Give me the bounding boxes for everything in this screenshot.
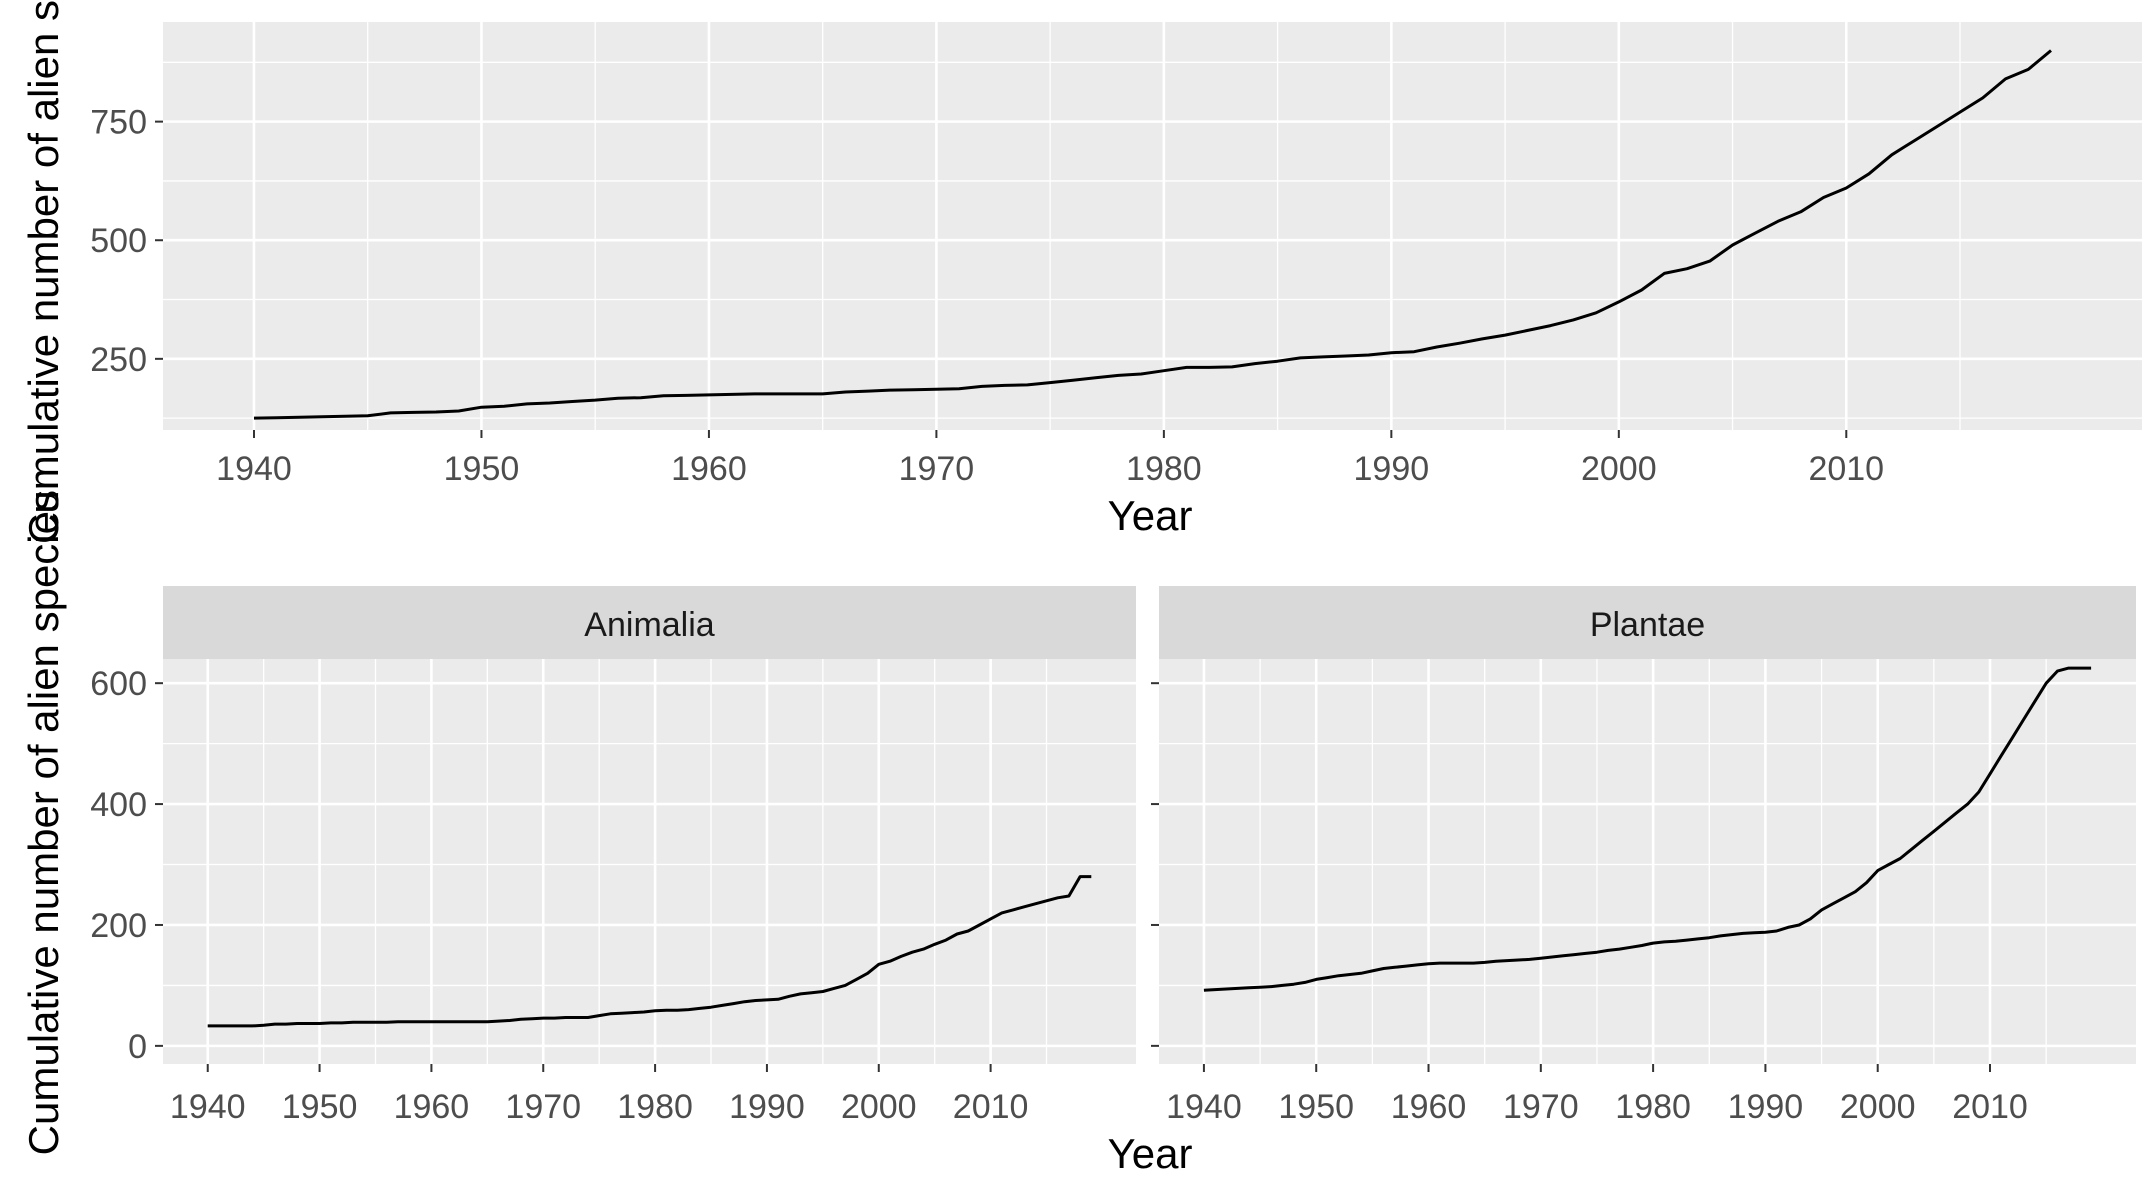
x-tick-label: 1970 xyxy=(505,1088,581,1126)
series-line xyxy=(207,875,1092,1028)
x-tick-label: 1990 xyxy=(729,1088,805,1126)
y-tick-label: 250 xyxy=(90,341,147,379)
tick-labels: 1940 1950 1960 1970 1980 1990 2000 2010 0 200 400 6… xyxy=(90,665,1028,1126)
panel-animalia: Animalia 1940 1950 1960 1970 1980 1990 2000 201… xyxy=(90,586,1136,1126)
y-tick-label: 600 xyxy=(90,665,147,703)
tick-labels: 1940 1950 1960 1970 1980 1990 2000 2010 250 500 75… xyxy=(90,104,1884,488)
panel-background xyxy=(163,22,2142,430)
strip-background xyxy=(163,586,1136,659)
x-tick-label: 1970 xyxy=(1503,1088,1579,1126)
panel-all-species: 1940 1950 1960 1970 1980 1990 2000 2010 250 500 75… xyxy=(90,22,2142,488)
x-tick-label: 2000 xyxy=(841,1088,917,1126)
x-tick-label: 1980 xyxy=(1126,450,1202,488)
x-axis-title-top: Year xyxy=(1108,492,1193,539)
x-tick-label: 1960 xyxy=(394,1088,470,1126)
y-tick-label: 200 xyxy=(90,907,147,945)
y-tick-label: 750 xyxy=(90,104,147,142)
y-axis-title-bottom: Cumulative number of alien species xyxy=(20,490,67,1155)
y-tick-label: 500 xyxy=(90,222,147,260)
x-axis-title-bottom: Year xyxy=(1108,1130,1193,1177)
x-tick-label: 2010 xyxy=(1808,450,1884,488)
panel-background xyxy=(163,659,1136,1064)
panel-plantae: Plantae 1940 1950 1960 1970 1980 1990 2000 2010 xyxy=(1151,586,2136,1126)
grid xyxy=(1159,659,2136,1064)
y-tick-label: 0 xyxy=(128,1028,147,1066)
x-tick-label: 2010 xyxy=(953,1088,1029,1126)
grid xyxy=(163,659,1136,1064)
x-tick-label: 1940 xyxy=(170,1088,246,1126)
x-tick-label: 1980 xyxy=(617,1088,693,1126)
series-line-path xyxy=(207,875,1092,1028)
series-line xyxy=(1203,666,2092,992)
x-tick-label: 2010 xyxy=(1952,1088,2028,1126)
y-axis-title-top: Cumulative number of alien s xyxy=(20,0,67,544)
x-tick-label: 2000 xyxy=(1581,450,1657,488)
x-tick-label: 1960 xyxy=(671,450,747,488)
series-line-path xyxy=(253,49,2052,420)
strip-background xyxy=(1159,586,2136,659)
strip-label-plantae: Plantae xyxy=(1590,606,1705,644)
x-tick-label: 1990 xyxy=(1728,1088,1804,1126)
x-tick-label: 1950 xyxy=(282,1088,358,1126)
x-tick-label: 1950 xyxy=(444,450,520,488)
x-tick-label: 1950 xyxy=(1278,1088,1354,1126)
x-tick-label: 1960 xyxy=(1391,1088,1467,1126)
y-tick-label: 400 xyxy=(90,786,147,824)
tick-labels: 1940 1950 1960 1970 1980 1990 2000 2010 xyxy=(1151,682,2028,1126)
x-tick-label: 1970 xyxy=(899,450,975,488)
x-tick-label: 1980 xyxy=(1615,1088,1691,1126)
grid xyxy=(163,22,2142,430)
x-tick-label: 1940 xyxy=(1166,1088,1242,1126)
x-tick-label: 1990 xyxy=(1354,450,1430,488)
series-line-path xyxy=(1203,666,2092,992)
strip-label-animalia: Animalia xyxy=(584,606,714,644)
x-tick-label: 2000 xyxy=(1840,1088,1916,1126)
panel-background xyxy=(1159,659,2136,1064)
x-tick-label: 1940 xyxy=(216,450,292,488)
series-line xyxy=(253,49,2052,420)
